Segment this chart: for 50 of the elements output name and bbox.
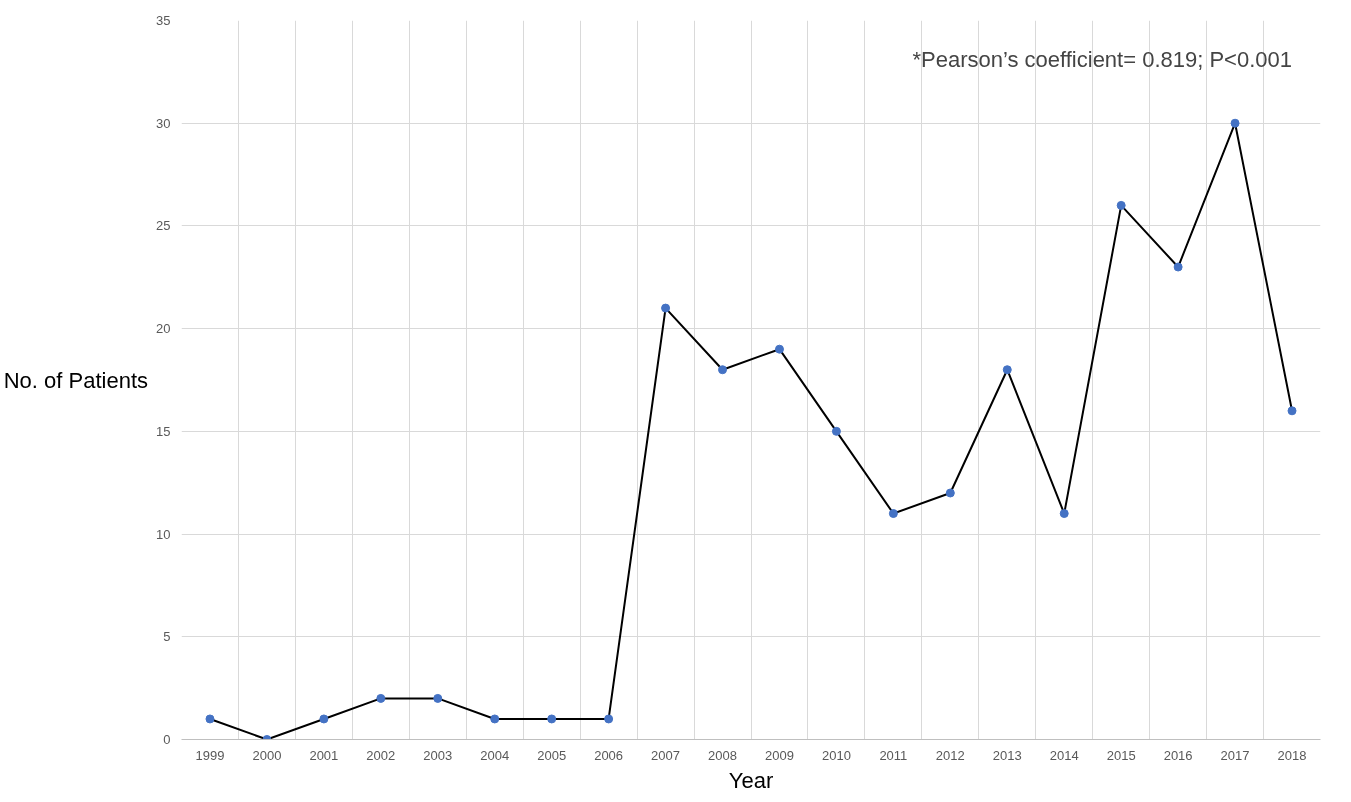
annotation: *Pearson’s coefficient= 0.819; P<0.001 — [912, 46, 1293, 72]
y-tick-label: 5 — [163, 629, 171, 645]
x-tick-label: 1999 — [195, 747, 225, 763]
point — [547, 714, 557, 724]
x-tick-label: 2000 — [252, 747, 282, 763]
x-tick-label: 2007 — [651, 747, 681, 763]
point — [433, 693, 443, 703]
point — [774, 344, 784, 354]
point — [604, 714, 614, 724]
x-tick-label: 2003 — [423, 747, 453, 763]
y-tick-label: 25 — [156, 218, 171, 234]
point — [888, 509, 898, 519]
point — [205, 714, 215, 724]
x-axis-title: Year — [728, 767, 774, 793]
y-tick-label: 10 — [156, 526, 171, 542]
y-axis-title: No. of Patients — [3, 367, 149, 393]
x-tick-label: 2018 — [1277, 747, 1307, 763]
x-tick-label: 2005 — [537, 747, 567, 763]
point — [718, 365, 728, 375]
point — [1002, 365, 1012, 375]
x-tick-label: 2009 — [765, 747, 794, 763]
point — [945, 488, 955, 498]
point — [376, 693, 386, 703]
point — [1173, 262, 1183, 272]
y-tick-label: 35 — [156, 13, 171, 28]
x-tick-label: 2015 — [1106, 747, 1136, 763]
x-tick-label: 2016 — [1163, 747, 1193, 763]
x-tick-label: 2012 — [935, 747, 965, 763]
point — [661, 303, 671, 313]
x-tick-label: 2001 — [309, 747, 339, 763]
y-tick-label: 0 — [163, 732, 171, 747]
y-tick-label: 30 — [156, 115, 171, 131]
x-tick-label: 2008 — [708, 747, 737, 763]
x-tick-label: 2011 — [879, 747, 908, 763]
x-tick-label: 2006 — [594, 747, 624, 763]
x-tick-label: 2013 — [992, 747, 1022, 763]
point — [1059, 509, 1069, 519]
y-tick-label: 20 — [156, 321, 171, 337]
x-tick-label: 2002 — [366, 747, 396, 763]
x-tick-label: 2004 — [480, 747, 510, 763]
y-tick-label: 15 — [156, 423, 171, 439]
x-tick-label: 2010 — [821, 747, 851, 763]
point — [831, 426, 841, 436]
point — [490, 714, 500, 724]
point — [319, 714, 329, 724]
x-tick-label: 2017 — [1220, 747, 1250, 763]
point — [1287, 406, 1297, 416]
x-tick-label: 2014 — [1049, 747, 1079, 763]
point — [1230, 118, 1240, 128]
point — [1116, 200, 1126, 210]
